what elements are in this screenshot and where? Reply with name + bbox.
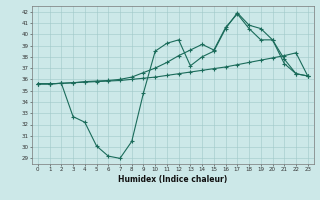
X-axis label: Humidex (Indice chaleur): Humidex (Indice chaleur) — [118, 175, 228, 184]
